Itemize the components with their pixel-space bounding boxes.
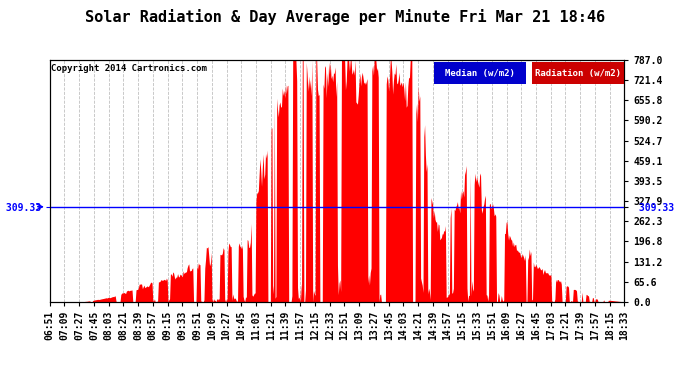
FancyBboxPatch shape [532,62,624,84]
FancyBboxPatch shape [434,62,526,84]
Text: Radiation (w/m2): Radiation (w/m2) [535,69,621,78]
Text: Copyright 2014 Cartronics.com: Copyright 2014 Cartronics.com [51,64,207,73]
Text: Solar Radiation & Day Average per Minute Fri Mar 21 18:46: Solar Radiation & Day Average per Minute… [85,9,605,26]
Text: Median (w/m2): Median (w/m2) [445,69,515,78]
